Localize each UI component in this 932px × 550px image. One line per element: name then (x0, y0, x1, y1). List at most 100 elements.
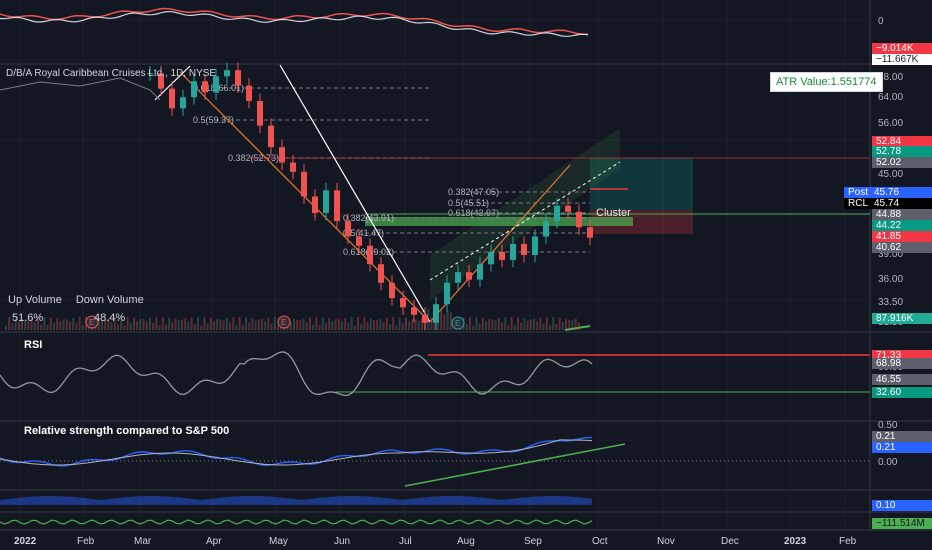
volume-bar (277, 325, 279, 330)
price-badge: 0.10 (872, 500, 932, 511)
y-tick-label: 68.00 (878, 72, 903, 83)
candle-body (521, 243, 527, 255)
volume-bar (344, 317, 347, 330)
volume-bar (357, 317, 359, 330)
x-tick-label: Sep (524, 536, 542, 547)
x-tick-label: May (269, 536, 288, 547)
volume-bar (401, 323, 404, 330)
volume-bar (27, 320, 30, 330)
volume-bar (216, 318, 219, 330)
candle-body (422, 314, 428, 323)
volume-bar (318, 325, 321, 330)
candle-body (378, 264, 384, 283)
volume-bar (187, 321, 190, 330)
y-tick-label: 0.50 (878, 420, 898, 431)
volume-bar (536, 321, 539, 330)
volume-bar (155, 317, 158, 330)
price-badge: 32.60 (872, 387, 932, 398)
volume-bar (385, 317, 388, 330)
price-badge: 0.21 (872, 442, 932, 453)
volume-bar (104, 320, 107, 330)
up-volume-label: Up Volume (8, 294, 62, 306)
volume-bar (513, 324, 516, 330)
volume-bar (37, 317, 39, 330)
x-tick-label: Apr (206, 536, 222, 547)
candle-body (323, 190, 329, 214)
candle-body (576, 211, 582, 228)
up-volume-value: 51.6% (12, 312, 44, 324)
earnings-marker (451, 316, 465, 330)
volume-bar (222, 320, 225, 330)
volume-bar (190, 317, 193, 330)
volume-bar (561, 321, 564, 330)
x-tick-label: Aug (457, 536, 475, 547)
volume-bar (136, 321, 139, 330)
volume-bar (574, 318, 577, 330)
volume-bar (475, 317, 478, 330)
volume-bar (145, 320, 148, 330)
y-tick-label: 39.00 (878, 249, 903, 260)
top-indicator-pane (0, 7, 589, 37)
volume-bar (353, 325, 356, 330)
volume-bar (331, 320, 334, 330)
volume-bar (78, 317, 81, 330)
fib-level-label: 0.5(41.47) (343, 228, 384, 238)
volume-bar (350, 317, 353, 330)
volume-bar (33, 322, 36, 330)
x-tick-label: Feb (839, 536, 857, 547)
fib-level-label: 0.618(43.97) (448, 208, 499, 218)
volume-trendline (564, 325, 591, 331)
candle-body (180, 97, 186, 109)
volume-bar (321, 317, 324, 330)
y-tick-label: 56.00 (878, 118, 903, 129)
volume-bar (520, 322, 523, 330)
x-tick-label: Feb (77, 536, 95, 547)
y-tick-label: 0.00 (878, 457, 898, 468)
price-badge: 52.84 (872, 136, 932, 147)
relative-strength-pane (0, 436, 870, 487)
volume-bar (469, 317, 471, 330)
x-axis: 2022 Feb Mar Apr May Jun Jul Aug Sep Oct Nov Dec 202… (14, 536, 857, 547)
volume-bar (69, 321, 71, 330)
y-tick-label: 0 (878, 16, 884, 27)
price-badge: 41.85 (872, 231, 932, 242)
volume-bar (568, 319, 571, 330)
down-volume-label: Down Volume (75, 294, 144, 306)
volume-bar (488, 318, 491, 330)
volume-summary: Up Volume Down Volume 51.6% 48.4% (8, 294, 144, 324)
candle-body (158, 73, 164, 89)
volume-bar (565, 318, 567, 330)
candle-body (169, 88, 175, 109)
volume-bar (165, 324, 167, 330)
volume-bar (305, 322, 308, 330)
volume-bar (251, 318, 254, 330)
candle-body (312, 196, 318, 214)
volume-bar (11, 323, 14, 330)
volume-bar (501, 322, 503, 330)
volume-bar (465, 323, 468, 330)
x-tick-label: Dec (721, 536, 739, 547)
volume-bar (248, 322, 251, 330)
volume-bar (181, 319, 183, 330)
volume-bar (113, 317, 116, 330)
volume-bar (293, 318, 295, 330)
candle-body (565, 205, 571, 212)
volume-bar (257, 319, 260, 330)
volume-bar (494, 320, 497, 330)
volume-bar (46, 325, 49, 330)
candle-body (213, 76, 219, 93)
candle-body (279, 147, 285, 163)
volume-bar (379, 318, 382, 330)
volume-bar (481, 317, 484, 330)
volume-bar (299, 320, 302, 330)
volume-bar (53, 322, 55, 330)
candle-body (543, 221, 549, 237)
rs-trendline (404, 443, 626, 487)
volume-bar (184, 318, 187, 330)
volume-bar (376, 320, 379, 330)
volume-bar (549, 325, 551, 330)
volume-bar (219, 319, 222, 330)
volume-bar (472, 325, 475, 330)
